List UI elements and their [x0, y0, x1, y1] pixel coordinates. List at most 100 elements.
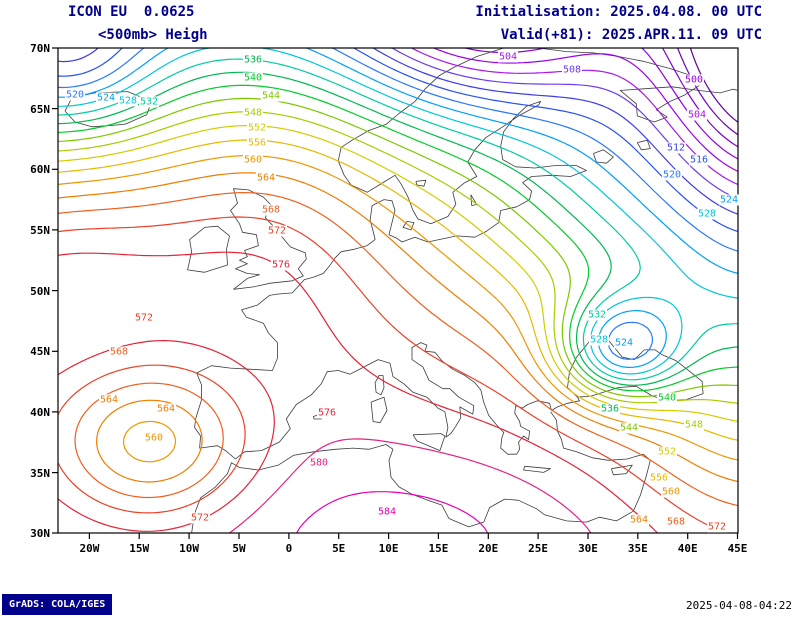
map-frame	[57, 47, 739, 534]
contour-label-572: 572	[266, 225, 288, 237]
contour-label-568: 568	[260, 204, 282, 216]
contour-line-544	[58, 97, 738, 398]
contour-label-556: 556	[246, 137, 268, 149]
lat-axis-label: 60N	[30, 163, 50, 177]
lon-axis-label: 0	[285, 542, 293, 555]
lat-axis-label: 30N	[30, 527, 50, 540]
contour-line-536	[58, 71, 738, 386]
coastline-segment	[523, 465, 551, 473]
lat-axis-label: 45N	[30, 345, 50, 359]
contour-label-528: 528	[588, 334, 610, 346]
contour-line-516	[58, 48, 738, 233]
lon-axis-label: 40E	[677, 542, 698, 555]
contour-label-544: 544	[618, 422, 640, 434]
contour-label-536: 536	[242, 54, 264, 66]
contour-line-572	[58, 216, 728, 533]
contour-line-576	[58, 251, 659, 533]
contour-line-512	[58, 48, 738, 215]
axis-ticks	[52, 47, 739, 539]
contour-label-560: 560	[143, 432, 165, 444]
field-title: <500mb> Heigh	[98, 27, 208, 43]
coastline-segment	[593, 149, 614, 164]
contour-label-580: 580	[308, 457, 330, 469]
coastline-segment	[611, 464, 633, 476]
lon-axis-label: 15E	[428, 542, 449, 555]
contour-line-520	[58, 48, 738, 360]
lat-axis-label: 35N	[30, 466, 50, 480]
contour-label-584: 584	[376, 506, 398, 518]
lon-axis-label: 15W	[129, 542, 150, 555]
contour-line-540	[58, 84, 738, 392]
contour-label-548: 548	[683, 419, 705, 431]
contour-label-548: 548	[242, 107, 264, 119]
contour-label-564: 564	[628, 514, 650, 526]
contour-line-556	[58, 139, 738, 441]
contour-label-572: 572	[706, 521, 728, 533]
coastline-segment	[194, 48, 704, 460]
contour-label-556: 556	[648, 472, 670, 484]
coastline-segment	[370, 396, 388, 424]
contour-label-576: 576	[270, 259, 292, 271]
coastline-segment	[374, 375, 385, 396]
contour-label-544: 544	[260, 90, 282, 102]
coastline-segment	[191, 411, 651, 533]
lon-axis-label: 10W	[179, 542, 200, 555]
lat-axis-label: 70N	[30, 42, 50, 55]
lon-axis-label: 5W	[232, 542, 246, 555]
contour-label-520: 520	[661, 169, 683, 181]
contour-label-504: 504	[497, 51, 519, 63]
coastline-segment	[415, 179, 427, 187]
contour-lines	[58, 48, 738, 533]
grads-badge: GrADS: COLA/IGES	[2, 594, 113, 615]
lon-axis-label: 30E	[578, 542, 598, 555]
contour-line-528	[58, 48, 738, 375]
coastline-segment	[402, 221, 415, 231]
coastline-segment	[636, 139, 651, 151]
contour-line-548	[58, 111, 738, 404]
contour-label-564: 564	[98, 394, 120, 406]
contour-label-504: 504	[686, 109, 708, 121]
contour-label-528: 528	[696, 208, 718, 220]
valid-time-label: Valid(+81): 2025.APR.11. 09 UTC	[500, 27, 762, 43]
contour-label-568: 568	[665, 516, 687, 528]
contour-label-536: 536	[599, 403, 621, 415]
lon-axis-label: 20E	[478, 542, 499, 555]
lon-axis-label: 45E	[727, 542, 748, 555]
coastline-segment	[187, 225, 230, 273]
contour-line-492	[662, 48, 738, 148]
lat-axis-label: 50N	[30, 284, 50, 298]
contour-line-532	[58, 58, 738, 381]
contour-label-564: 564	[155, 403, 177, 415]
contour-label-500: 500	[683, 74, 705, 86]
creation-timestamp: 2025-04-08-04:22	[686, 599, 792, 612]
contour-label-508: 508	[561, 64, 583, 76]
contour-label-524: 524	[613, 337, 635, 349]
contour-line-500	[433, 48, 738, 172]
contour-line-552	[58, 124, 738, 423]
lon-axis-label: 10E	[378, 542, 399, 555]
contour-line-568	[58, 192, 738, 507]
contour-label-572: 572	[189, 512, 211, 524]
contour-label-560: 560	[660, 486, 682, 498]
contour-label-576: 576	[316, 407, 338, 419]
contour-label-540: 540	[242, 72, 264, 84]
contour-line-524	[58, 48, 738, 368]
lat-axis-label: 65N	[30, 102, 50, 116]
contour-line-584	[296, 491, 489, 533]
contour-label-564: 564	[255, 172, 277, 184]
contour-label-532: 532	[586, 309, 608, 321]
contour-line-564	[58, 172, 738, 483]
lat-axis-label: 40N	[30, 405, 50, 419]
lon-axis-label: 25E	[528, 542, 549, 555]
contour-label-512: 512	[665, 142, 687, 154]
contour-label-568: 568	[108, 346, 130, 358]
contour-label-524: 524	[95, 92, 117, 104]
model-title: ICON EU 0.0625	[68, 4, 195, 20]
lon-axis-label: 5E	[332, 542, 346, 555]
contour-label-520: 520	[64, 89, 86, 101]
lat-axis-label: 55N	[30, 223, 50, 237]
coastline-segment	[412, 433, 446, 451]
contour-label-560: 560	[242, 154, 264, 166]
contour-label-540: 540	[656, 392, 678, 404]
